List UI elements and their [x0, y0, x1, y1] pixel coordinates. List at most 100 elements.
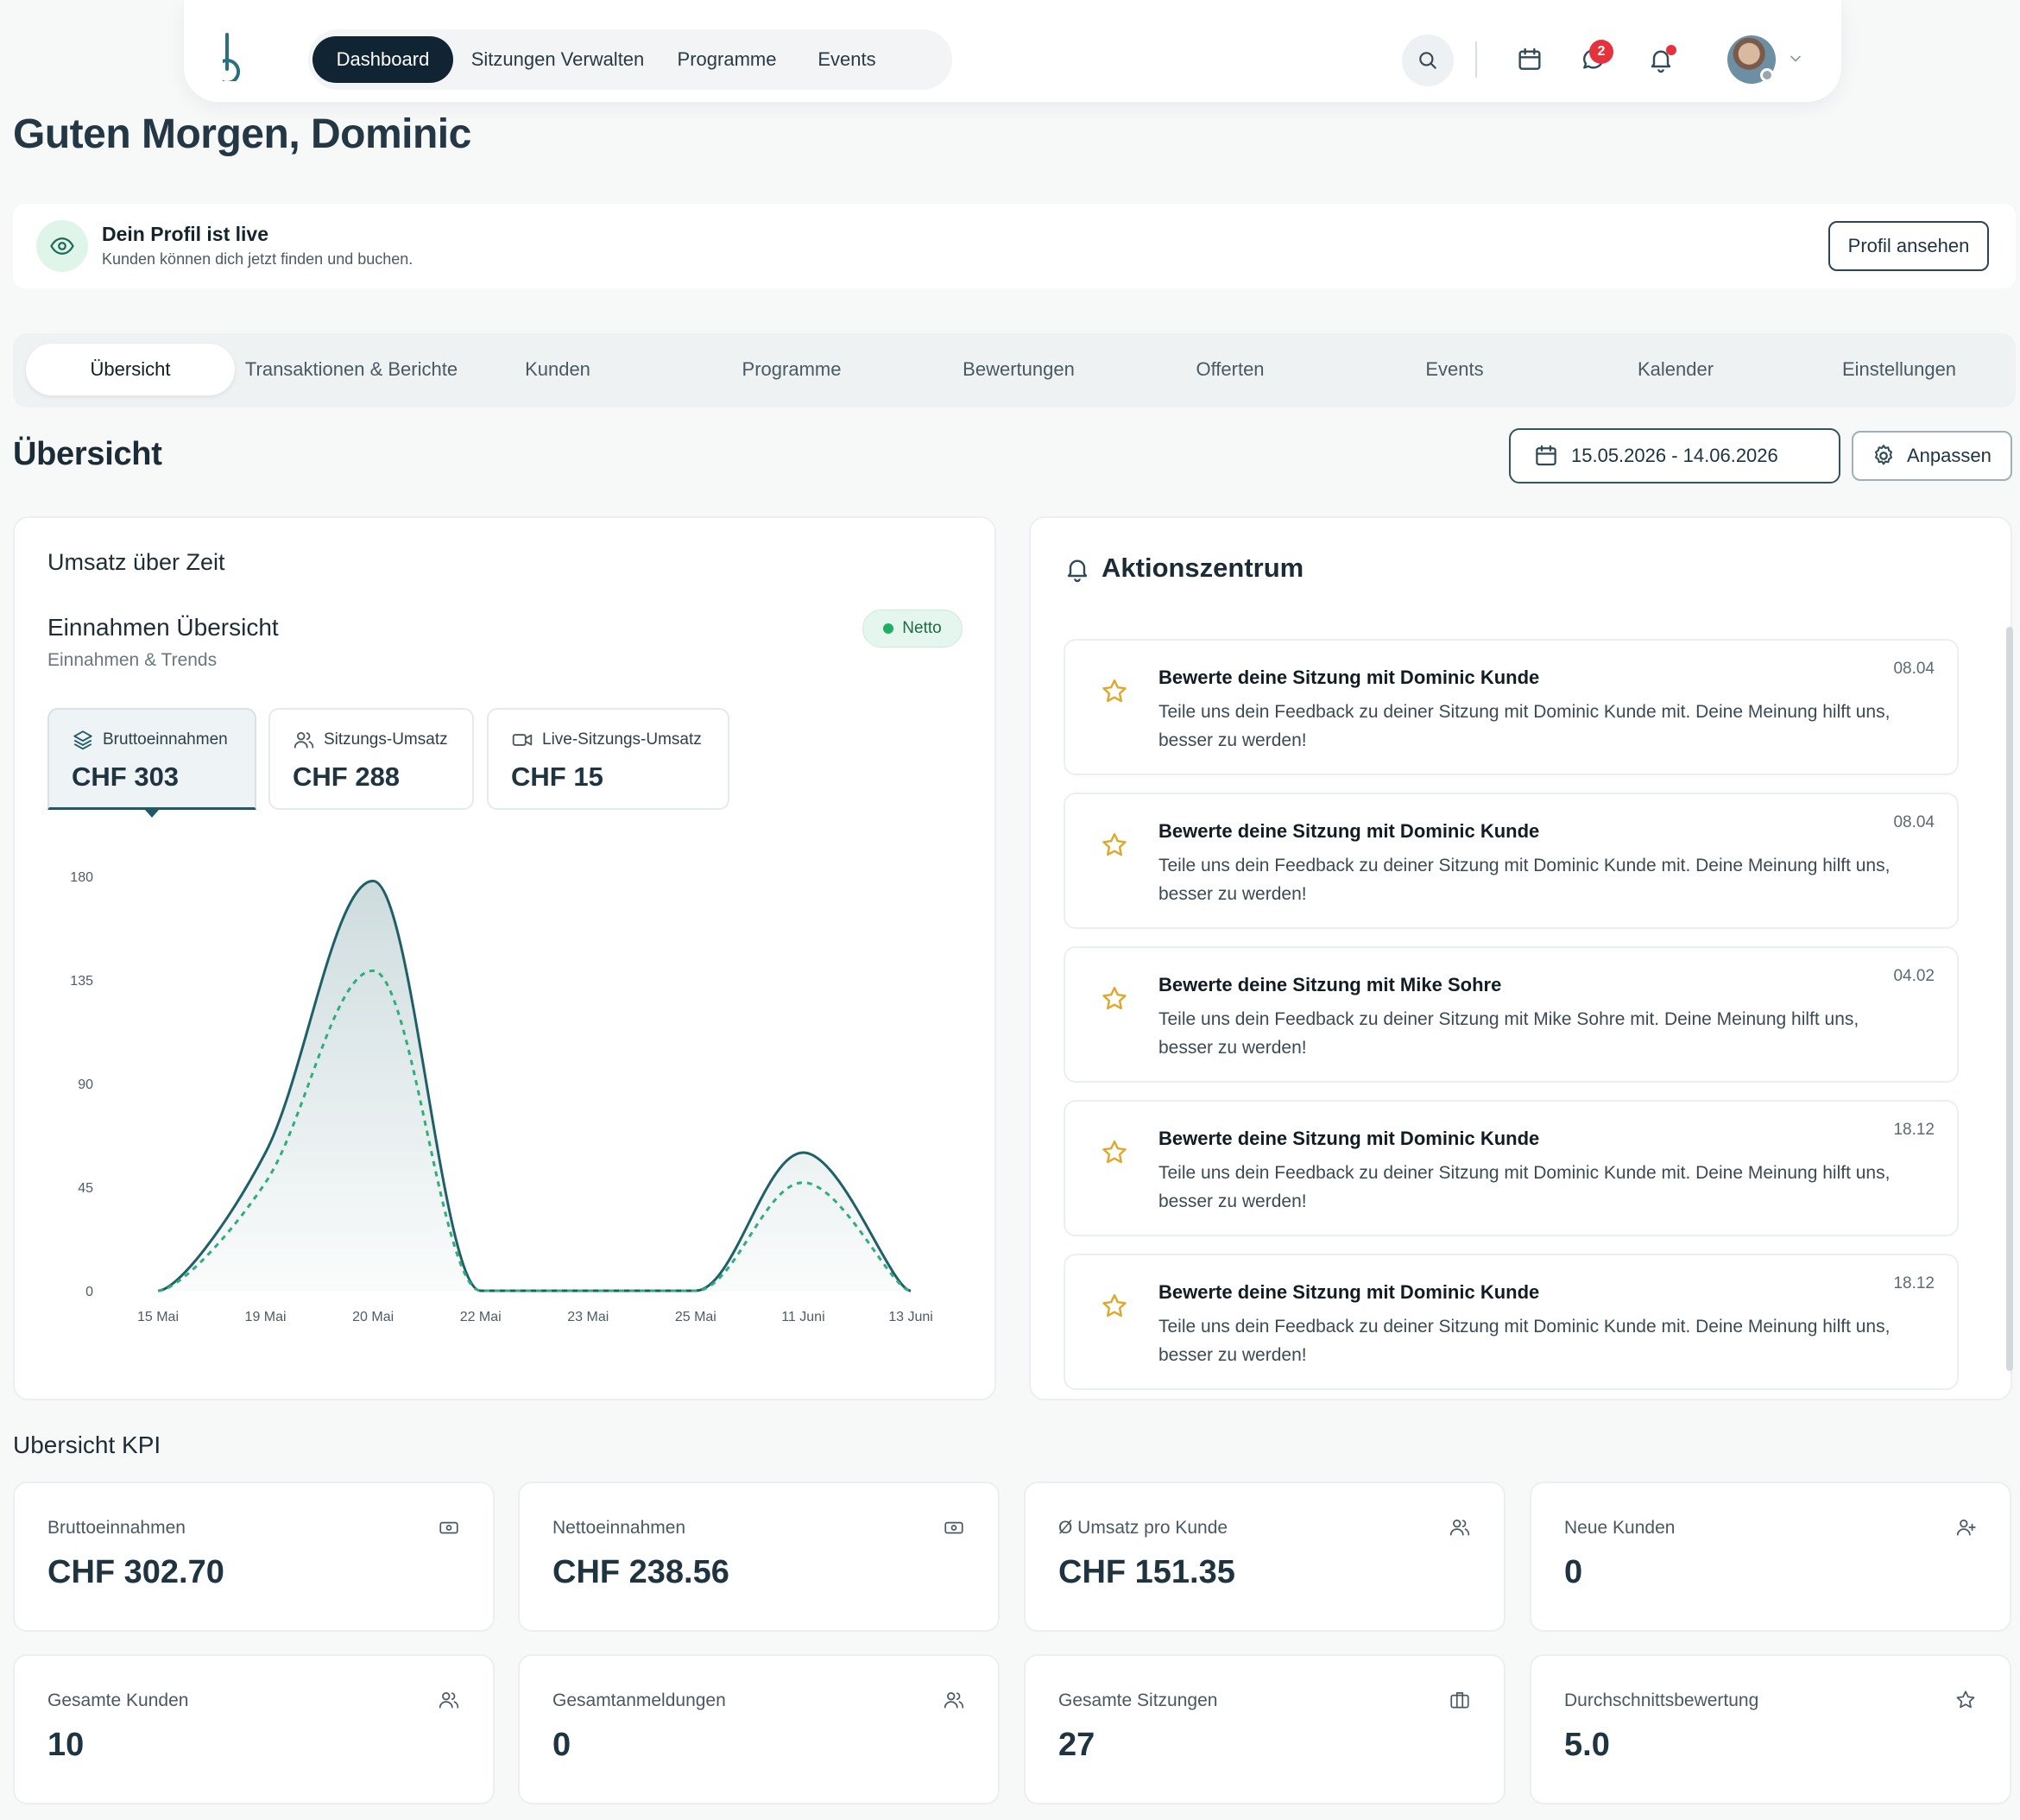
notification-body: Teile uns dein Feedback zu deiner Sitzun…: [1158, 702, 1891, 750]
x-tick-label: 13 Juni: [888, 1310, 933, 1324]
action-center-title: Aktionszentrum: [1102, 553, 1304, 583]
notification-item[interactable]: Bewerte deine Sitzung mit Mike Sohre Tei…: [1064, 946, 1959, 1083]
notification-item[interactable]: Bewerte deine Sitzung mit Dominic Kunde …: [1064, 1254, 1959, 1390]
calendar-button[interactable]: [1511, 41, 1549, 79]
tab-programs[interactable]: Programme: [742, 358, 842, 380]
metric-gross[interactable]: Bruttoeinnahmen CHF 303: [47, 708, 256, 810]
notification-title: Bewerte deine Sitzung mit Dominic Kunde: [1158, 1281, 1540, 1303]
cash-icon: [943, 1516, 965, 1543]
avatar-status-dot: [1760, 68, 1774, 82]
date-range-value: 15.05.2026 - 14.06.2026: [1571, 445, 1778, 466]
kpi-value: CHF 302.70: [47, 1554, 224, 1590]
notification-body: Teile uns dein Feedback zu deiner Sitzun…: [1158, 1009, 1859, 1058]
kpi-label: Ø Umsatz pro Kunde: [1058, 1518, 1228, 1538]
nav-events[interactable]: Events: [817, 48, 876, 70]
metric-session-value: CHF 288: [293, 761, 401, 792]
nav-programs[interactable]: Programme: [677, 48, 777, 70]
notifications-button[interactable]: [1642, 41, 1680, 79]
greeting-title: Guten Morgen, Dominic: [13, 111, 471, 157]
notification-item[interactable]: Bewerte deine Sitzung mit Dominic Kunde …: [1064, 793, 1959, 929]
kpi-label: Durchschnittsbewertung: [1564, 1690, 1759, 1710]
tab-events[interactable]: Events: [1425, 358, 1484, 380]
x-tick-label: 20 Mai: [352, 1310, 394, 1324]
revenue-chart: 0 45 90 135 180 15 Mai 19 Mai 20 Mai 22 Mai 23 M…: [70, 870, 933, 1324]
metric-session-label: Sitzungs-Umsatz: [324, 730, 448, 749]
main-nav: Dashboard Sitzungen Verwalten Programme …: [308, 29, 952, 90]
tab-reviews[interactable]: Bewertungen: [963, 358, 1075, 380]
netto-badge[interactable]: Netto: [862, 610, 963, 648]
kpi-value: CHF 238.56: [552, 1554, 729, 1590]
revenue-overview-subtitle: Einnahmen & Trends: [47, 650, 218, 670]
kpi-label: Gesamte Kunden: [47, 1690, 189, 1710]
chat-badge: 2: [1589, 40, 1613, 64]
tab-overview[interactable]: Übersicht: [26, 344, 235, 395]
metric-live-value: CHF 15: [511, 761, 603, 792]
star-icon: [1100, 1292, 1129, 1325]
kpi-value: 0: [552, 1727, 571, 1763]
users-icon: [943, 1689, 965, 1716]
metric-session[interactable]: Sitzungs-Umsatz CHF 288: [268, 708, 474, 810]
y-tick-label: 0: [85, 1285, 93, 1299]
netto-label: Netto: [902, 619, 942, 637]
nav-divider: [1475, 41, 1477, 78]
y-tick-label: 90: [78, 1077, 93, 1092]
tab-transactions[interactable]: Transaktionen & Berichte: [244, 358, 458, 380]
tab-offers[interactable]: Offerten: [1196, 358, 1265, 380]
kpi-label: Nettoeinnahmen: [552, 1518, 686, 1538]
search-icon: [1419, 52, 1436, 69]
star-icon: [1100, 984, 1129, 1018]
tab-settings[interactable]: Einstellungen: [1841, 358, 1957, 380]
kpi-card-total-customers: Gesamte Kunden 10: [13, 1654, 495, 1804]
dashboard-tabs: Übersicht Transaktionen & Berichte Kunde…: [13, 333, 2016, 408]
banner-subtitle: Kunden können dich jetzt finden und buch…: [102, 250, 413, 268]
date-range-picker[interactable]: 15.05.2026 - 14.06.2026: [1509, 428, 1840, 483]
view-profile-button[interactable]: Profil ansehen: [1828, 221, 1989, 271]
star-icon: [1100, 1138, 1129, 1172]
kpi-label: Gesamte Sitzungen: [1058, 1690, 1218, 1710]
notification-date: 08.04: [1893, 660, 1935, 678]
kpi-label: Neue Kunden: [1564, 1518, 1676, 1538]
profile-live-banner: [13, 204, 2016, 288]
nav-sessions[interactable]: Sitzungen Verwalten: [470, 48, 645, 70]
star-icon: [1100, 677, 1129, 711]
notification-date: 08.04: [1893, 813, 1935, 831]
tab-customers[interactable]: Kunden: [525, 358, 590, 380]
metric-gross-label: Bruttoeinnahmen: [103, 730, 228, 749]
nav-dashboard[interactable]: Dashboard: [312, 36, 453, 83]
x-tick-label: 11 Juni: [781, 1310, 824, 1324]
eye-icon: [36, 220, 88, 272]
notification-dot: [1666, 45, 1676, 55]
notification-body: Teile uns dein Feedback zu deiner Sitzun…: [1158, 1317, 1891, 1365]
calendar-icon: [1518, 47, 1541, 70]
layers-icon: [73, 730, 92, 750]
notification-title: Bewerte deine Sitzung mit Mike Sohre: [1158, 974, 1502, 995]
metric-live-label: Live-Sitzungs-Umsatz: [542, 730, 702, 749]
notification-item[interactable]: Bewerte deine Sitzung mit Dominic Kunde …: [1064, 1100, 1959, 1236]
y-tick-label: 45: [78, 1181, 93, 1196]
kpi-label: Gesamtanmeldungen: [552, 1690, 726, 1710]
kpi-card-sessions: Gesamte Sitzungen 27: [1024, 1654, 1506, 1804]
logo-icon[interactable]: [214, 33, 257, 85]
notification-date: 18.12: [1893, 1121, 1935, 1139]
kpi-heading: Ubersicht KPI: [13, 1431, 161, 1458]
y-tick-label: 135: [70, 974, 93, 989]
kpi-card-gross: Bruttoeinnahmen CHF 302.70: [13, 1482, 495, 1632]
users-icon: [1449, 1516, 1471, 1543]
tab-calendar[interactable]: Kalender: [1637, 358, 1714, 380]
cash-icon: [438, 1516, 460, 1543]
chevron-down-icon[interactable]: [1787, 50, 1804, 72]
y-tick-label: 180: [70, 870, 93, 885]
metric-live-session[interactable]: Live-Sitzungs-Umsatz CHF 15: [487, 708, 729, 810]
search-button[interactable]: [1402, 35, 1454, 86]
adjust-button[interactable]: Anpassen: [1852, 431, 2012, 481]
kpi-label: Bruttoeinnahmen: [47, 1518, 186, 1538]
kpi-card-avg-revenue: Ø Umsatz pro Kunde CHF 151.35: [1024, 1482, 1506, 1632]
active-metric-caret: [145, 810, 159, 818]
x-tick-label: 25 Mai: [675, 1310, 716, 1324]
netto-dot: [883, 623, 894, 634]
notification-item[interactable]: Bewerte deine Sitzung mit Dominic Kunde …: [1064, 639, 1959, 775]
kpi-card-new-customers: Neue Kunden 0: [1530, 1482, 2011, 1632]
kpi-card-net: Nettoeinnahmen CHF 238.56: [518, 1482, 1000, 1632]
gear-icon: [1875, 445, 1892, 465]
action-center-scrollbar[interactable]: [2006, 627, 2013, 1371]
